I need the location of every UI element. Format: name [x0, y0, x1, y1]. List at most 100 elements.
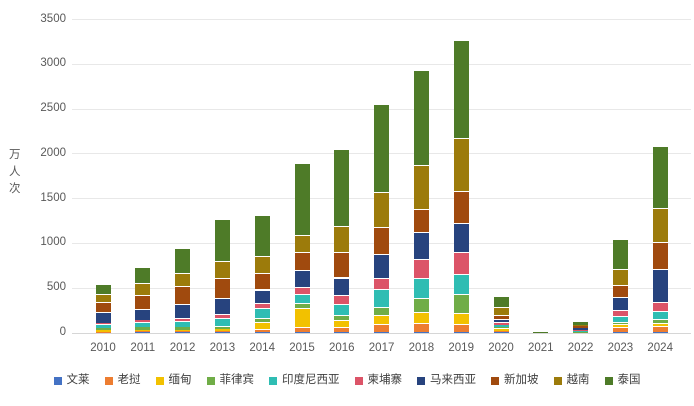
x-axis-tick-label: 2022 [567, 342, 594, 354]
y-axis-tick-label: 3000 [40, 57, 66, 70]
bar-segment [612, 238, 628, 270]
chart-legend: 文莱 老挝 缅甸 菲律宾 印度尼西亚 柬埔寨 马来西亚 新加坡 越南 泰国 [0, 374, 694, 387]
legend-item-0: 文莱 [53, 374, 90, 387]
bar-segment [214, 298, 230, 315]
bar-segment [453, 251, 469, 274]
legend-swatch-icon [53, 376, 62, 385]
bar-segment [214, 219, 230, 261]
bar-segment [453, 39, 469, 139]
bar-segment [294, 326, 310, 333]
x-axis-tick-label: 2016 [328, 342, 355, 354]
legend-item-2: 缅甸 [155, 374, 192, 387]
bar-segment [573, 330, 589, 332]
bar-segment [374, 103, 390, 193]
bar-segment [413, 258, 429, 279]
bar-segment [374, 226, 390, 255]
bar-segment [175, 318, 191, 322]
bar-segment [95, 283, 111, 294]
bar-segment [254, 318, 270, 322]
bar-segment [214, 318, 230, 326]
bar-segment [294, 163, 310, 236]
bar-segment [652, 322, 668, 326]
bar-segment [175, 273, 191, 287]
bar-segment [254, 308, 270, 319]
y-axis-tick-label: 2500 [40, 102, 66, 115]
x-axis-tick-label: 2020 [488, 342, 514, 354]
bar-segment [652, 241, 668, 269]
legend-item-6: 马来西亚 [417, 374, 476, 387]
bar-segment [175, 248, 191, 274]
legend-swatch-icon [553, 376, 562, 385]
bar-segment [294, 270, 310, 288]
legend-label: 印度尼西亚 [282, 374, 340, 386]
bar-segment [374, 192, 390, 227]
bar-segment [493, 318, 509, 323]
bar-segment [652, 146, 668, 208]
y-axis-title: 万 人 次 [9, 149, 21, 195]
bar-segment [254, 215, 270, 257]
legend-swatch-icon [269, 376, 277, 385]
bar-segment [294, 235, 310, 252]
legend-label: 文莱 [66, 374, 90, 386]
bar-segment [254, 289, 270, 304]
bar-segment [334, 226, 350, 252]
bar-segment [214, 260, 230, 278]
bar-segment [95, 293, 111, 302]
bar-segment [95, 312, 111, 323]
x-axis-tick-label: 2018 [408, 342, 435, 354]
legend-label: 越南 [566, 374, 590, 386]
legend-label: 新加坡 [504, 374, 539, 386]
legend-item-1: 老挝 [104, 374, 141, 387]
legend-item-4: 印度尼西亚 [269, 374, 340, 387]
bar-segment [214, 314, 230, 319]
bar-segment [413, 278, 429, 299]
bar-segment [334, 294, 350, 305]
bar-segment [95, 324, 111, 329]
bar-segment [413, 323, 429, 332]
bar-segment [135, 308, 151, 321]
x-axis-tick-label: 2023 [607, 342, 634, 354]
x-axis-tick-label: 2021 [527, 342, 554, 354]
x-axis-tick-label: 2010 [90, 342, 116, 354]
legend-label: 柬埔寨 [367, 374, 403, 386]
legend-item-5: 柬埔寨 [354, 374, 403, 387]
bar-segment [214, 277, 230, 299]
bar-segment [652, 268, 668, 302]
legend-swatch-icon [491, 376, 499, 385]
bar-segment [453, 324, 469, 333]
bar-segment [135, 331, 151, 333]
legend-swatch-icon [417, 376, 425, 385]
bar-segment [294, 294, 310, 303]
bar-segment [453, 313, 469, 325]
x-axis-tick-label: 2019 [448, 342, 474, 354]
bar-segment [413, 331, 429, 333]
x-axis-tick-label: 2011 [130, 342, 156, 354]
bar-segment [175, 327, 191, 330]
bar-segment [612, 285, 628, 297]
bar-segment [294, 307, 310, 327]
bar-segment [175, 321, 191, 328]
bar-segment [374, 278, 390, 290]
bar-segment [493, 322, 509, 325]
bar-segment [612, 327, 628, 333]
bar-segment [334, 320, 350, 327]
bar-segment [374, 307, 390, 316]
bar-segment [214, 331, 230, 333]
y-axis-tick-label: 1000 [40, 236, 66, 249]
y-axis-tick-label: 1500 [40, 191, 66, 204]
x-axis-tick-label: 2014 [249, 342, 275, 354]
legend-label: 老挝 [117, 374, 141, 386]
bar-segment [374, 254, 390, 279]
bar-segment [135, 322, 151, 328]
x-axis-tick-label: 2024 [647, 342, 673, 354]
bar-segment [294, 287, 310, 295]
bar-segment [135, 294, 151, 309]
x-axis-tick-label: 2015 [289, 342, 315, 354]
bar-segment [175, 286, 191, 305]
bar-segment [573, 326, 589, 329]
bar-segment [135, 267, 151, 284]
bar-segment [413, 232, 429, 259]
bar-segment [453, 293, 469, 314]
bar-segment [254, 321, 270, 329]
bar-segment [413, 69, 429, 165]
